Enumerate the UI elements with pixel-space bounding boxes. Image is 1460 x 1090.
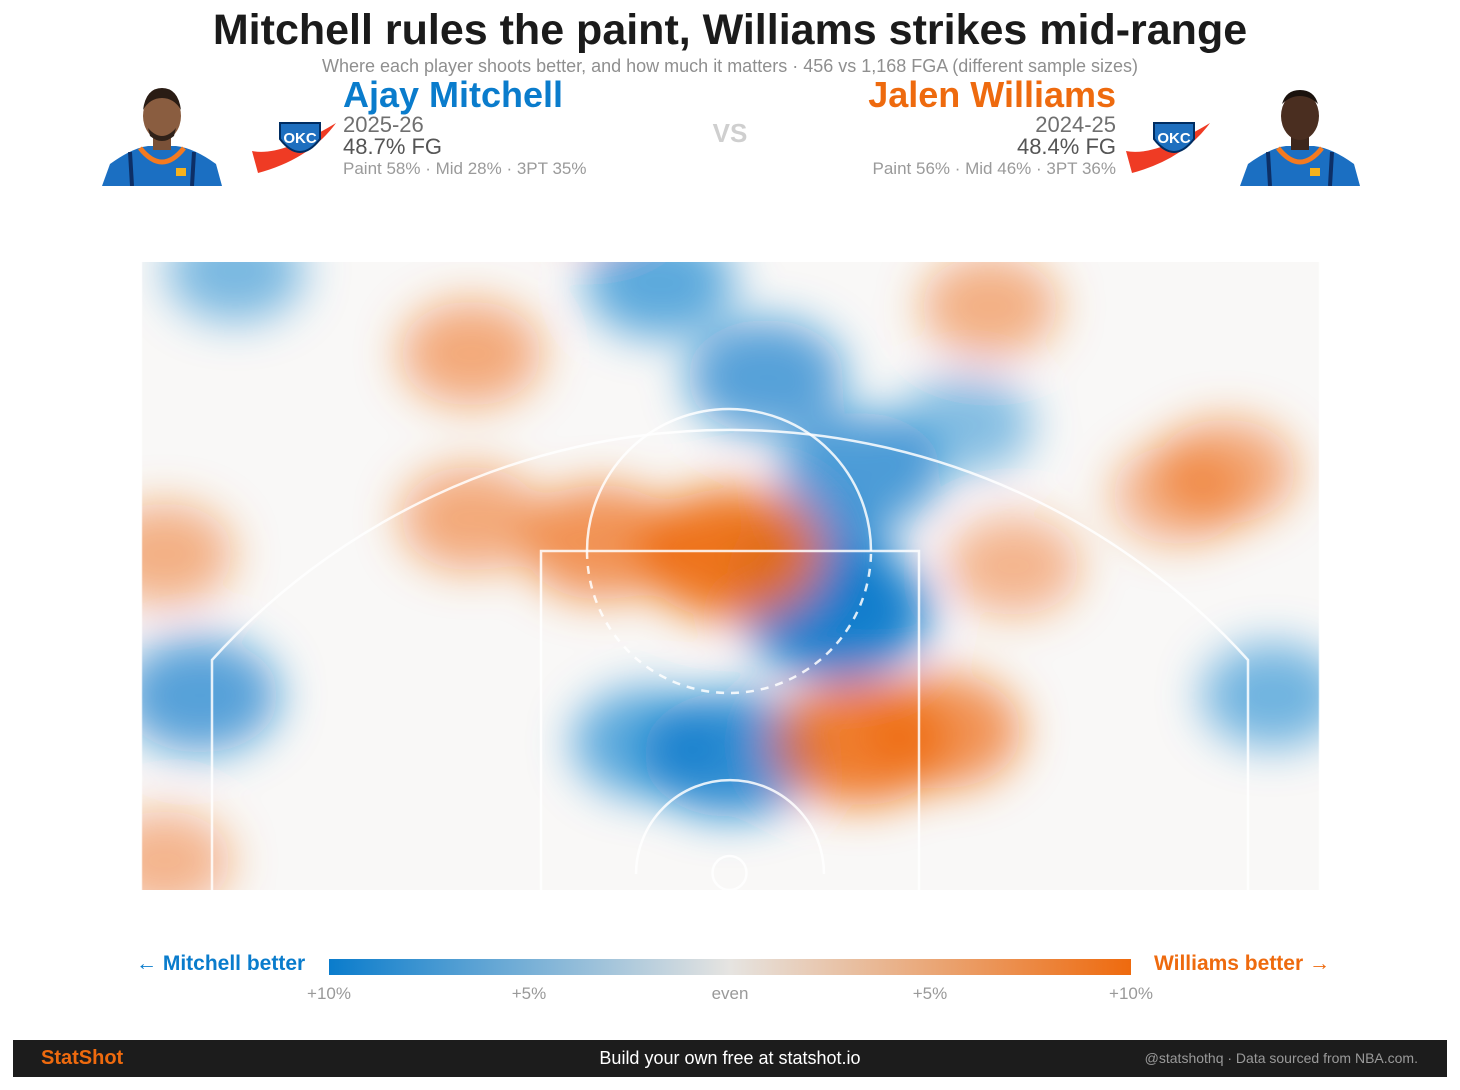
heat-cell — [584, 262, 735, 338]
heat-cell — [524, 140, 654, 237]
rim — [711, 854, 748, 892]
free-throw-arc-dashed — [585, 550, 873, 695]
heat-cell — [166, 262, 305, 323]
heat-cell — [1154, 419, 1297, 524]
scale-tick: +10% — [307, 984, 351, 1003]
paint-lane — [539, 549, 921, 915]
heat-cell — [400, 466, 543, 572]
heat-cell — [572, 687, 723, 798]
player-zones-right: Paint 56% · Mid 46% · 3PT 36% — [872, 159, 1116, 178]
player-photo-right — [1240, 80, 1360, 186]
footer-bar: StatShot Build your own free at statshot… — [13, 1040, 1447, 1077]
heat-cell — [1201, 643, 1320, 748]
scale-tick: +5% — [912, 984, 948, 1003]
legend-left-label: ← Mitchell better — [136, 952, 306, 975]
heat-cell — [141, 502, 234, 606]
svg-text:OKC: OKC — [1157, 130, 1191, 147]
player-name-right: Jalen Williams — [868, 74, 1116, 115]
player-fg-left: 48.7% FG — [343, 134, 443, 159]
three-point-line — [210, 428, 1250, 913]
heat-cell — [639, 488, 822, 620]
cta-link[interactable]: Build your own free at statshot.io — [599, 1048, 861, 1068]
heat-cell — [400, 301, 543, 406]
player-zones-left: Paint 58% · Mid 28% · 3PT 35% — [343, 159, 587, 178]
chart-title: Mitchell rules the paint, Williams strik… — [212, 6, 1248, 54]
data-credit: @statshothq · Data sourced from NBA.com. — [1144, 1050, 1418, 1066]
heat-cell — [1159, 115, 1293, 215]
heat-cell — [946, 515, 1081, 616]
heat-cell — [290, 0, 440, 31]
scale-tick: +10% — [1109, 984, 1153, 1003]
svg-text:OKC: OKC — [283, 130, 317, 147]
heat-cell — [1031, 0, 1185, 33]
legend-right-label: Williams better → — [1153, 952, 1330, 975]
court-lines — [139, 262, 1322, 915]
player-fg-right: 48.4% FG — [1016, 134, 1116, 159]
heat-cell — [863, 673, 1022, 789]
heat-layer — [141, 0, 1320, 890]
versus-label: VS — [712, 118, 748, 148]
free-throw-arc — [585, 407, 873, 552]
heat-cell — [899, 374, 1034, 475]
chart-subtitle: Where each player shoots better, and how… — [321, 56, 1139, 76]
scale-tick: even — [711, 984, 749, 1003]
player-season-right: 2024-25 — [1035, 112, 1116, 137]
heat-cell — [141, 810, 232, 890]
player-season-left: 2025-26 — [343, 112, 424, 137]
restricted-area — [634, 778, 826, 875]
heat-cell — [141, 637, 279, 754]
heat-cell — [686, 319, 845, 435]
color-scale-bar — [329, 959, 1131, 975]
player-name-left: Ajay Mitchell — [343, 74, 564, 115]
shot-heatmap — [139, 0, 1322, 915]
okc-logo-left-icon: OKC — [250, 115, 340, 175]
brand-logo[interactable]: StatShot — [41, 1047, 124, 1069]
player-photo-left — [102, 80, 222, 186]
scale-tick: +5% — [511, 984, 547, 1003]
heat-cell — [521, 484, 680, 600]
okc-logo-right-icon: OKC — [1124, 115, 1214, 175]
heat-cell — [920, 262, 1059, 358]
